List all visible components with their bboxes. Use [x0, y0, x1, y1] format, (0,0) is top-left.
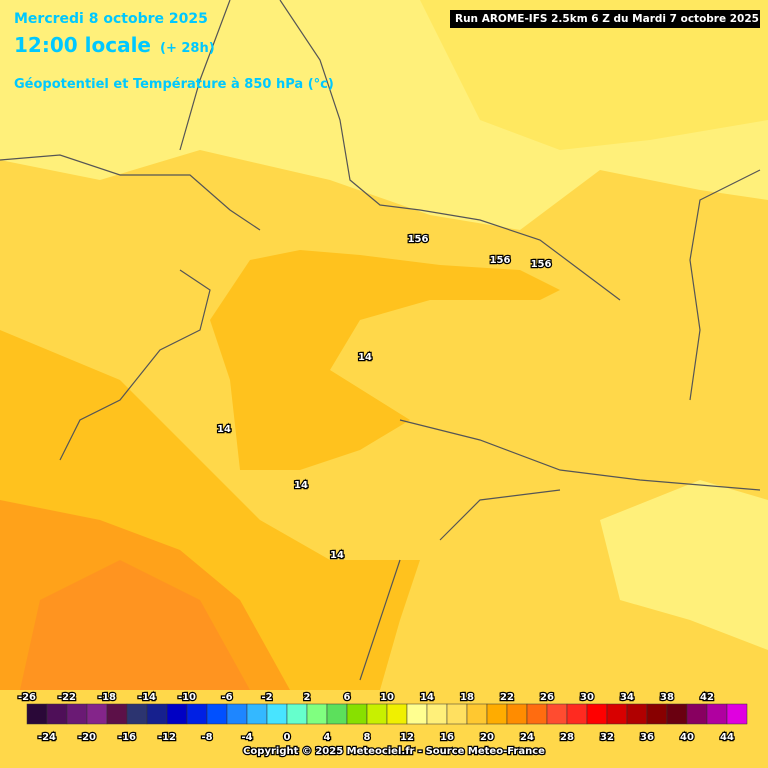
legend-cell: [126, 703, 148, 725]
legend-cell: [466, 703, 488, 725]
contour-label: 156: [490, 255, 511, 266]
legend-cell: [646, 703, 668, 725]
legend-tick-label: 20: [480, 732, 494, 743]
legend-cell: [726, 703, 748, 725]
legend-tick-label: 6: [344, 692, 351, 703]
copyright: Copyright © 2025 Meteociel.fr - Source M…: [243, 746, 545, 757]
legend-tick-label: -2: [261, 692, 272, 703]
legend-cell: [506, 703, 528, 725]
legend-cell: [186, 703, 208, 725]
legend-cell: [566, 703, 588, 725]
legend-cell: [306, 703, 328, 725]
legend-tick-label: 2: [304, 692, 311, 703]
legend-tick-label: 10: [380, 692, 394, 703]
legend-cell: [486, 703, 508, 725]
legend-tick-label: 30: [580, 692, 594, 703]
legend-cell: [686, 703, 708, 725]
legend-tick-label: 8: [364, 732, 371, 743]
legend-cell: [266, 703, 288, 725]
legend-cell: [526, 703, 548, 725]
legend-cell: [146, 703, 168, 725]
legend-tick-label: 40: [680, 732, 694, 743]
warm-zone: [420, 0, 768, 150]
legend-cell: [666, 703, 688, 725]
legend-tick-label: 4: [324, 732, 331, 743]
border: [0, 0, 761, 681]
legend-tick-label: -20: [78, 732, 96, 743]
run-info: Run AROME-IFS 2.5km 6 Z du Mardi 7 octob…: [455, 13, 759, 25]
contour-label: 14: [330, 550, 344, 561]
contour-label: 156: [408, 234, 429, 245]
legend-tick-label: -6: [221, 692, 232, 703]
legend-tick-label: -26: [18, 692, 36, 703]
legend-tick-label: 12: [400, 732, 414, 743]
legend-cell: [706, 703, 728, 725]
legend-cell: [66, 703, 88, 725]
legend-tick-label: -22: [58, 692, 76, 703]
forecast-offset: (+ 28h): [160, 41, 215, 56]
run-box: [450, 10, 760, 28]
legend-tick-label: 32: [600, 732, 614, 743]
legend-tick-label: 44: [720, 732, 734, 743]
legend-tick-label: -16: [118, 732, 136, 743]
legend-cell: [386, 703, 408, 725]
legend-tick-label: -12: [158, 732, 176, 743]
legend-tick-label: 16: [440, 732, 454, 743]
legend-cell: [106, 703, 128, 725]
legend-cell: [446, 703, 468, 725]
legend-tick-label: 14: [420, 692, 434, 703]
legend-cell: [286, 703, 308, 725]
hot-zone: [20, 560, 250, 690]
warm-zone: [600, 480, 768, 650]
legend-tick-label: 42: [700, 692, 714, 703]
legend-cell: [226, 703, 248, 725]
legend-cell: [246, 703, 268, 725]
legend-tick-label: 36: [640, 732, 654, 743]
legend-cell: [86, 703, 108, 725]
legend-cell: [426, 703, 448, 725]
legend-cell: [166, 703, 188, 725]
legend-tick-label: -14: [138, 692, 156, 703]
legend-cell: [406, 703, 428, 725]
contour-label: 14: [294, 480, 308, 491]
contour-label: 156: [531, 259, 552, 270]
legend-cell: [326, 703, 348, 725]
legend-cell: [366, 703, 388, 725]
legend-tick-label: 22: [500, 692, 514, 703]
map-title: Géopotentiel et Température à 850 hPa (°…: [14, 77, 334, 92]
legend-cell: [626, 703, 648, 725]
contour-label: 14: [358, 352, 372, 363]
legend-cell: [26, 703, 48, 725]
legend-tick-label: 34: [620, 692, 634, 703]
legend-tick-label: -24: [38, 732, 56, 743]
forecast-time: 12:00 locale: [14, 33, 151, 57]
forecast-date: Mercredi 8 octobre 2025: [14, 11, 208, 27]
legend-tick-label: 24: [520, 732, 534, 743]
legend-tick-label: -4: [241, 732, 252, 743]
legend-tick-label: 26: [540, 692, 554, 703]
legend-cell: [606, 703, 628, 725]
legend-tick-label: 28: [560, 732, 574, 743]
legend-cell: [346, 703, 368, 725]
warmer-zone: [210, 250, 560, 470]
legend-tick-label: -18: [98, 692, 116, 703]
legend-cell: [46, 703, 68, 725]
legend-cell: [586, 703, 608, 725]
legend-tick-label: 0: [284, 732, 291, 743]
legend-tick-label: 38: [660, 692, 674, 703]
legend-tick-label: -10: [178, 692, 196, 703]
legend-tick-label: -8: [201, 732, 212, 743]
legend-cell: [206, 703, 228, 725]
contour-label: 14: [217, 424, 231, 435]
legend-cell: [546, 703, 568, 725]
legend-tick-label: 18: [460, 692, 474, 703]
